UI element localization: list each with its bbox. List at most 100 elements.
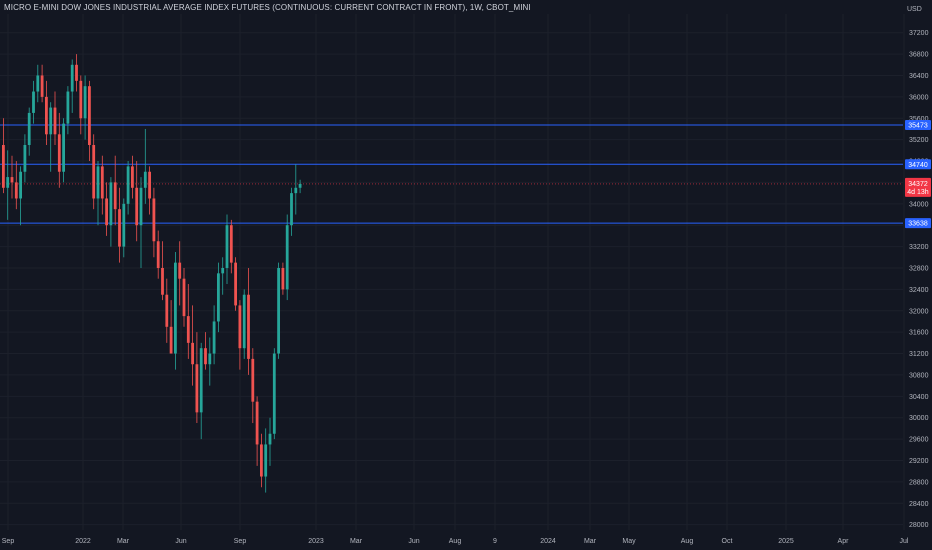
x-tick-label: 2022 bbox=[75, 538, 91, 545]
candle-body bbox=[281, 267, 285, 290]
x-tick-label: 2024 bbox=[540, 538, 556, 545]
x-tick-label: Apr bbox=[838, 538, 850, 545]
x-tick-label: 2023 bbox=[308, 538, 324, 545]
y-tick-label: 28000 bbox=[909, 522, 929, 529]
candle-body bbox=[40, 75, 44, 97]
horizontal-line-price-label: 34740 bbox=[908, 162, 928, 169]
candle-body bbox=[285, 225, 289, 290]
candle-body bbox=[208, 353, 212, 365]
x-tick-label: Aug bbox=[449, 538, 462, 545]
y-tick-label: 30800 bbox=[909, 372, 929, 379]
y-tick-label: 36400 bbox=[909, 73, 929, 80]
candle-body bbox=[260, 444, 263, 477]
candle-body bbox=[2, 145, 5, 188]
candle-body bbox=[234, 262, 237, 306]
candle-body bbox=[242, 294, 246, 349]
x-tick-label: 9 bbox=[493, 538, 497, 545]
y-tick-label: 37200 bbox=[909, 30, 929, 37]
candle-body bbox=[6, 177, 10, 188]
candle-body bbox=[96, 166, 100, 199]
candle-body bbox=[57, 134, 61, 172]
bar-countdown-label: 4d 13h bbox=[907, 189, 929, 196]
price-axis[interactable]: USD 372003680036400360003560035200348003… bbox=[905, 6, 931, 529]
candle-body bbox=[118, 209, 121, 247]
candle-body bbox=[251, 358, 255, 402]
candle-body bbox=[10, 177, 14, 183]
candle-body bbox=[199, 348, 203, 413]
x-tick-label: Sep bbox=[2, 538, 15, 545]
y-tick-label: 31200 bbox=[909, 351, 929, 358]
candle-body bbox=[32, 91, 35, 113]
y-tick-label: 36000 bbox=[909, 94, 929, 101]
candle-body bbox=[277, 267, 280, 354]
candle-body bbox=[105, 198, 108, 226]
y-tick-label: 31600 bbox=[909, 330, 929, 337]
candle-body bbox=[272, 353, 276, 434]
candle-body bbox=[204, 348, 207, 365]
candle-body bbox=[83, 86, 87, 119]
y-tick-label: 28800 bbox=[909, 479, 929, 486]
candle-body bbox=[294, 187, 298, 194]
x-tick-label: Aug bbox=[681, 538, 694, 545]
candle-body bbox=[62, 123, 65, 172]
y-tick-label: 35200 bbox=[909, 137, 929, 144]
candle-body bbox=[178, 262, 182, 279]
currency-label: USD bbox=[907, 6, 922, 13]
candle-body bbox=[75, 64, 78, 81]
y-tick-label: 30000 bbox=[909, 415, 929, 422]
candle-body bbox=[264, 444, 268, 477]
last-price-badge bbox=[905, 177, 931, 197]
candle-body bbox=[290, 193, 293, 226]
last-price-label: 34372 bbox=[908, 181, 928, 188]
candle-body bbox=[109, 182, 113, 226]
candle-body bbox=[165, 294, 169, 327]
candle-body bbox=[268, 433, 272, 445]
candle-body bbox=[100, 166, 104, 199]
candle-body bbox=[152, 198, 156, 242]
candle-body bbox=[131, 166, 134, 188]
candle-body bbox=[191, 342, 194, 365]
y-tick-label: 35600 bbox=[909, 116, 929, 123]
y-tick-label: 32400 bbox=[909, 287, 929, 294]
candle-body bbox=[70, 64, 74, 92]
candle-body bbox=[113, 182, 117, 210]
candle-body bbox=[169, 326, 173, 354]
candle-body bbox=[36, 75, 40, 92]
y-tick-label: 32000 bbox=[909, 308, 929, 315]
horizontal-line-price-badge bbox=[905, 159, 931, 170]
x-tick-label: May bbox=[622, 538, 636, 545]
x-tick-label: Mar bbox=[350, 538, 363, 545]
candle-body bbox=[49, 107, 53, 135]
x-tick-label: Jun bbox=[175, 538, 186, 545]
x-tick-label: Jul bbox=[900, 538, 909, 545]
y-tick-label: 29600 bbox=[909, 437, 929, 444]
candle-body bbox=[19, 171, 22, 199]
candle-body bbox=[229, 225, 233, 263]
candle-body bbox=[298, 183, 302, 188]
time-axis[interactable]: Sep 2022 Mar Jun Sep 2023 Mar Jun Aug 9 2024 Mar May… bbox=[2, 538, 909, 545]
candle-body bbox=[247, 294, 250, 359]
candle-body bbox=[92, 145, 96, 199]
horizontal-line-price-label: 33638 bbox=[908, 221, 928, 228]
candle-body bbox=[135, 187, 139, 226]
candle-body bbox=[27, 112, 31, 146]
candle-body bbox=[139, 187, 143, 226]
candle-body bbox=[148, 171, 151, 199]
x-tick-label: Oct bbox=[722, 538, 733, 545]
y-tick-label: 36800 bbox=[909, 52, 929, 59]
x-tick-label: Sep bbox=[234, 538, 247, 545]
candle-body bbox=[225, 225, 229, 268]
y-tick-label: 29200 bbox=[909, 458, 929, 465]
x-tick-label: 2025 bbox=[778, 538, 794, 545]
y-tick-label: 28400 bbox=[909, 501, 929, 508]
candle-body bbox=[126, 166, 130, 204]
grid bbox=[0, 14, 905, 530]
candle-body bbox=[66, 91, 70, 124]
candle-body bbox=[186, 316, 190, 343]
candle-body bbox=[23, 145, 27, 172]
candle-body bbox=[217, 273, 220, 322]
candle-body bbox=[88, 86, 91, 146]
candle-body bbox=[255, 401, 259, 445]
x-tick-label: Jun bbox=[408, 538, 419, 545]
